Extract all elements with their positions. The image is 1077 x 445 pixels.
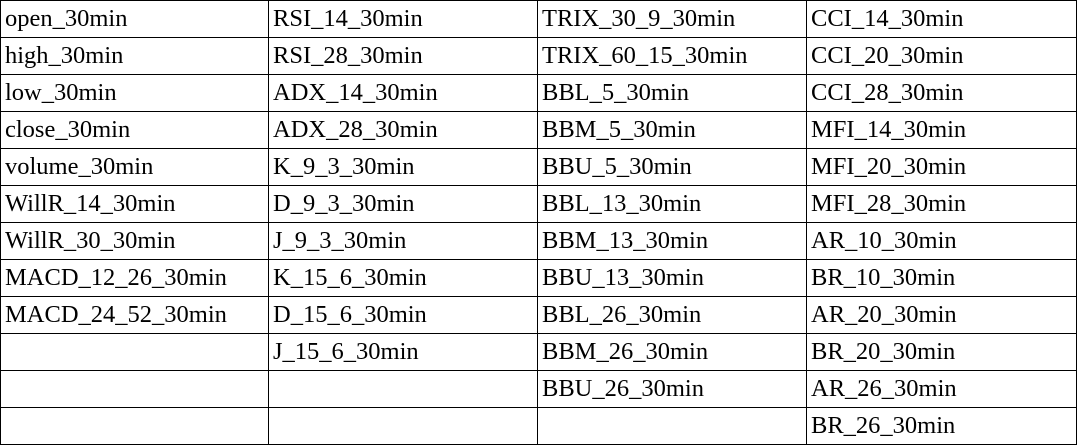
table-row: volume_30min K_9_3_30min BBU_5_30min MFI_20… [0, 148, 1077, 186]
table-cell: ADX_28_30min [268, 111, 538, 149]
table-cell [537, 407, 807, 445]
table-cell: MFI_14_30min [806, 111, 1077, 149]
table-cell: BBL_26_30min [537, 296, 807, 334]
table-cell: BR_20_30min [806, 333, 1077, 371]
table-cell: RSI_28_30min [268, 37, 538, 75]
table-cell: WillR_30_30min [0, 222, 269, 260]
table-cell: BR_10_30min [806, 259, 1077, 297]
table-cell: BBU_13_30min [537, 259, 807, 297]
table-row: WillR_30_30min J_9_3_30min BBM_13_30min AR_… [0, 222, 1077, 260]
table-cell [0, 370, 269, 408]
table-row: J_15_6_30min BBM_26_30min BR_20_30min [0, 333, 1077, 371]
table-cell: BBU_26_30min [537, 370, 807, 408]
table-cell: D_15_6_30min [268, 296, 538, 334]
table-cell: AR_10_30min [806, 222, 1077, 260]
table-cell: D_9_3_30min [268, 185, 538, 223]
table-cell: high_30min [0, 37, 269, 75]
table-cell: low_30min [0, 74, 269, 112]
table-cell [268, 407, 538, 445]
table-cell: WillR_14_30min [0, 185, 269, 223]
table-cell: J_9_3_30min [268, 222, 538, 260]
table-cell: TRIX_30_9_30min [537, 0, 807, 38]
table-cell [268, 370, 538, 408]
table-cell: CCI_28_30min [806, 74, 1077, 112]
table-cell: open_30min [0, 0, 269, 38]
table-row: MACD_12_26_30min K_15_6_30min BBU_13_30min… [0, 259, 1077, 297]
table-cell: BR_26_30min [806, 407, 1077, 445]
table-cell [0, 333, 269, 371]
table-cell: K_9_3_30min [268, 148, 538, 186]
table-cell: J_15_6_30min [268, 333, 538, 371]
table-row: WillR_14_30min D_9_3_30min BBL_13_30min MFI… [0, 185, 1077, 223]
table-cell: MACD_12_26_30min [0, 259, 269, 297]
table-cell: BBM_13_30min [537, 222, 807, 260]
table-row: open_30min RSI_14_30min TRIX_30_9_30min CCI… [0, 0, 1077, 38]
table-cell: BBU_5_30min [537, 148, 807, 186]
table-cell: MACD_24_52_30min [0, 296, 269, 334]
table-row: close_30min ADX_28_30min BBM_5_30min MFI_14… [0, 111, 1077, 149]
table-cell: CCI_14_30min [806, 0, 1077, 38]
table-cell: AR_26_30min [806, 370, 1077, 408]
table-cell: RSI_14_30min [268, 0, 538, 38]
table-cell: BBM_5_30min [537, 111, 807, 149]
table-row: high_30min RSI_28_30min TRIX_60_15_30min CC… [0, 37, 1077, 75]
table-cell: BBL_13_30min [537, 185, 807, 223]
table-row: BR_26_30min [0, 407, 1077, 445]
table-cell: AR_20_30min [806, 296, 1077, 334]
table-cell [0, 407, 269, 445]
table-cell: BBM_26_30min [537, 333, 807, 371]
table-cell: ADX_14_30min [268, 74, 538, 112]
table-row: BBU_26_30min AR_26_30min [0, 370, 1077, 408]
table-cell: BBL_5_30min [537, 74, 807, 112]
table-cell: MFI_28_30min [806, 185, 1077, 223]
table-row: MACD_24_52_30min D_15_6_30min BBL_26_30min… [0, 296, 1077, 334]
table-cell: volume_30min [0, 148, 269, 186]
table-cell: K_15_6_30min [268, 259, 538, 297]
table-cell: MFI_20_30min [806, 148, 1077, 186]
table-cell: close_30min [0, 111, 269, 149]
table-cell: CCI_20_30min [806, 37, 1077, 75]
table-row: low_30min ADX_14_30min BBL_5_30min CCI_28_3… [0, 74, 1077, 112]
table-cell: TRIX_60_15_30min [537, 37, 807, 75]
